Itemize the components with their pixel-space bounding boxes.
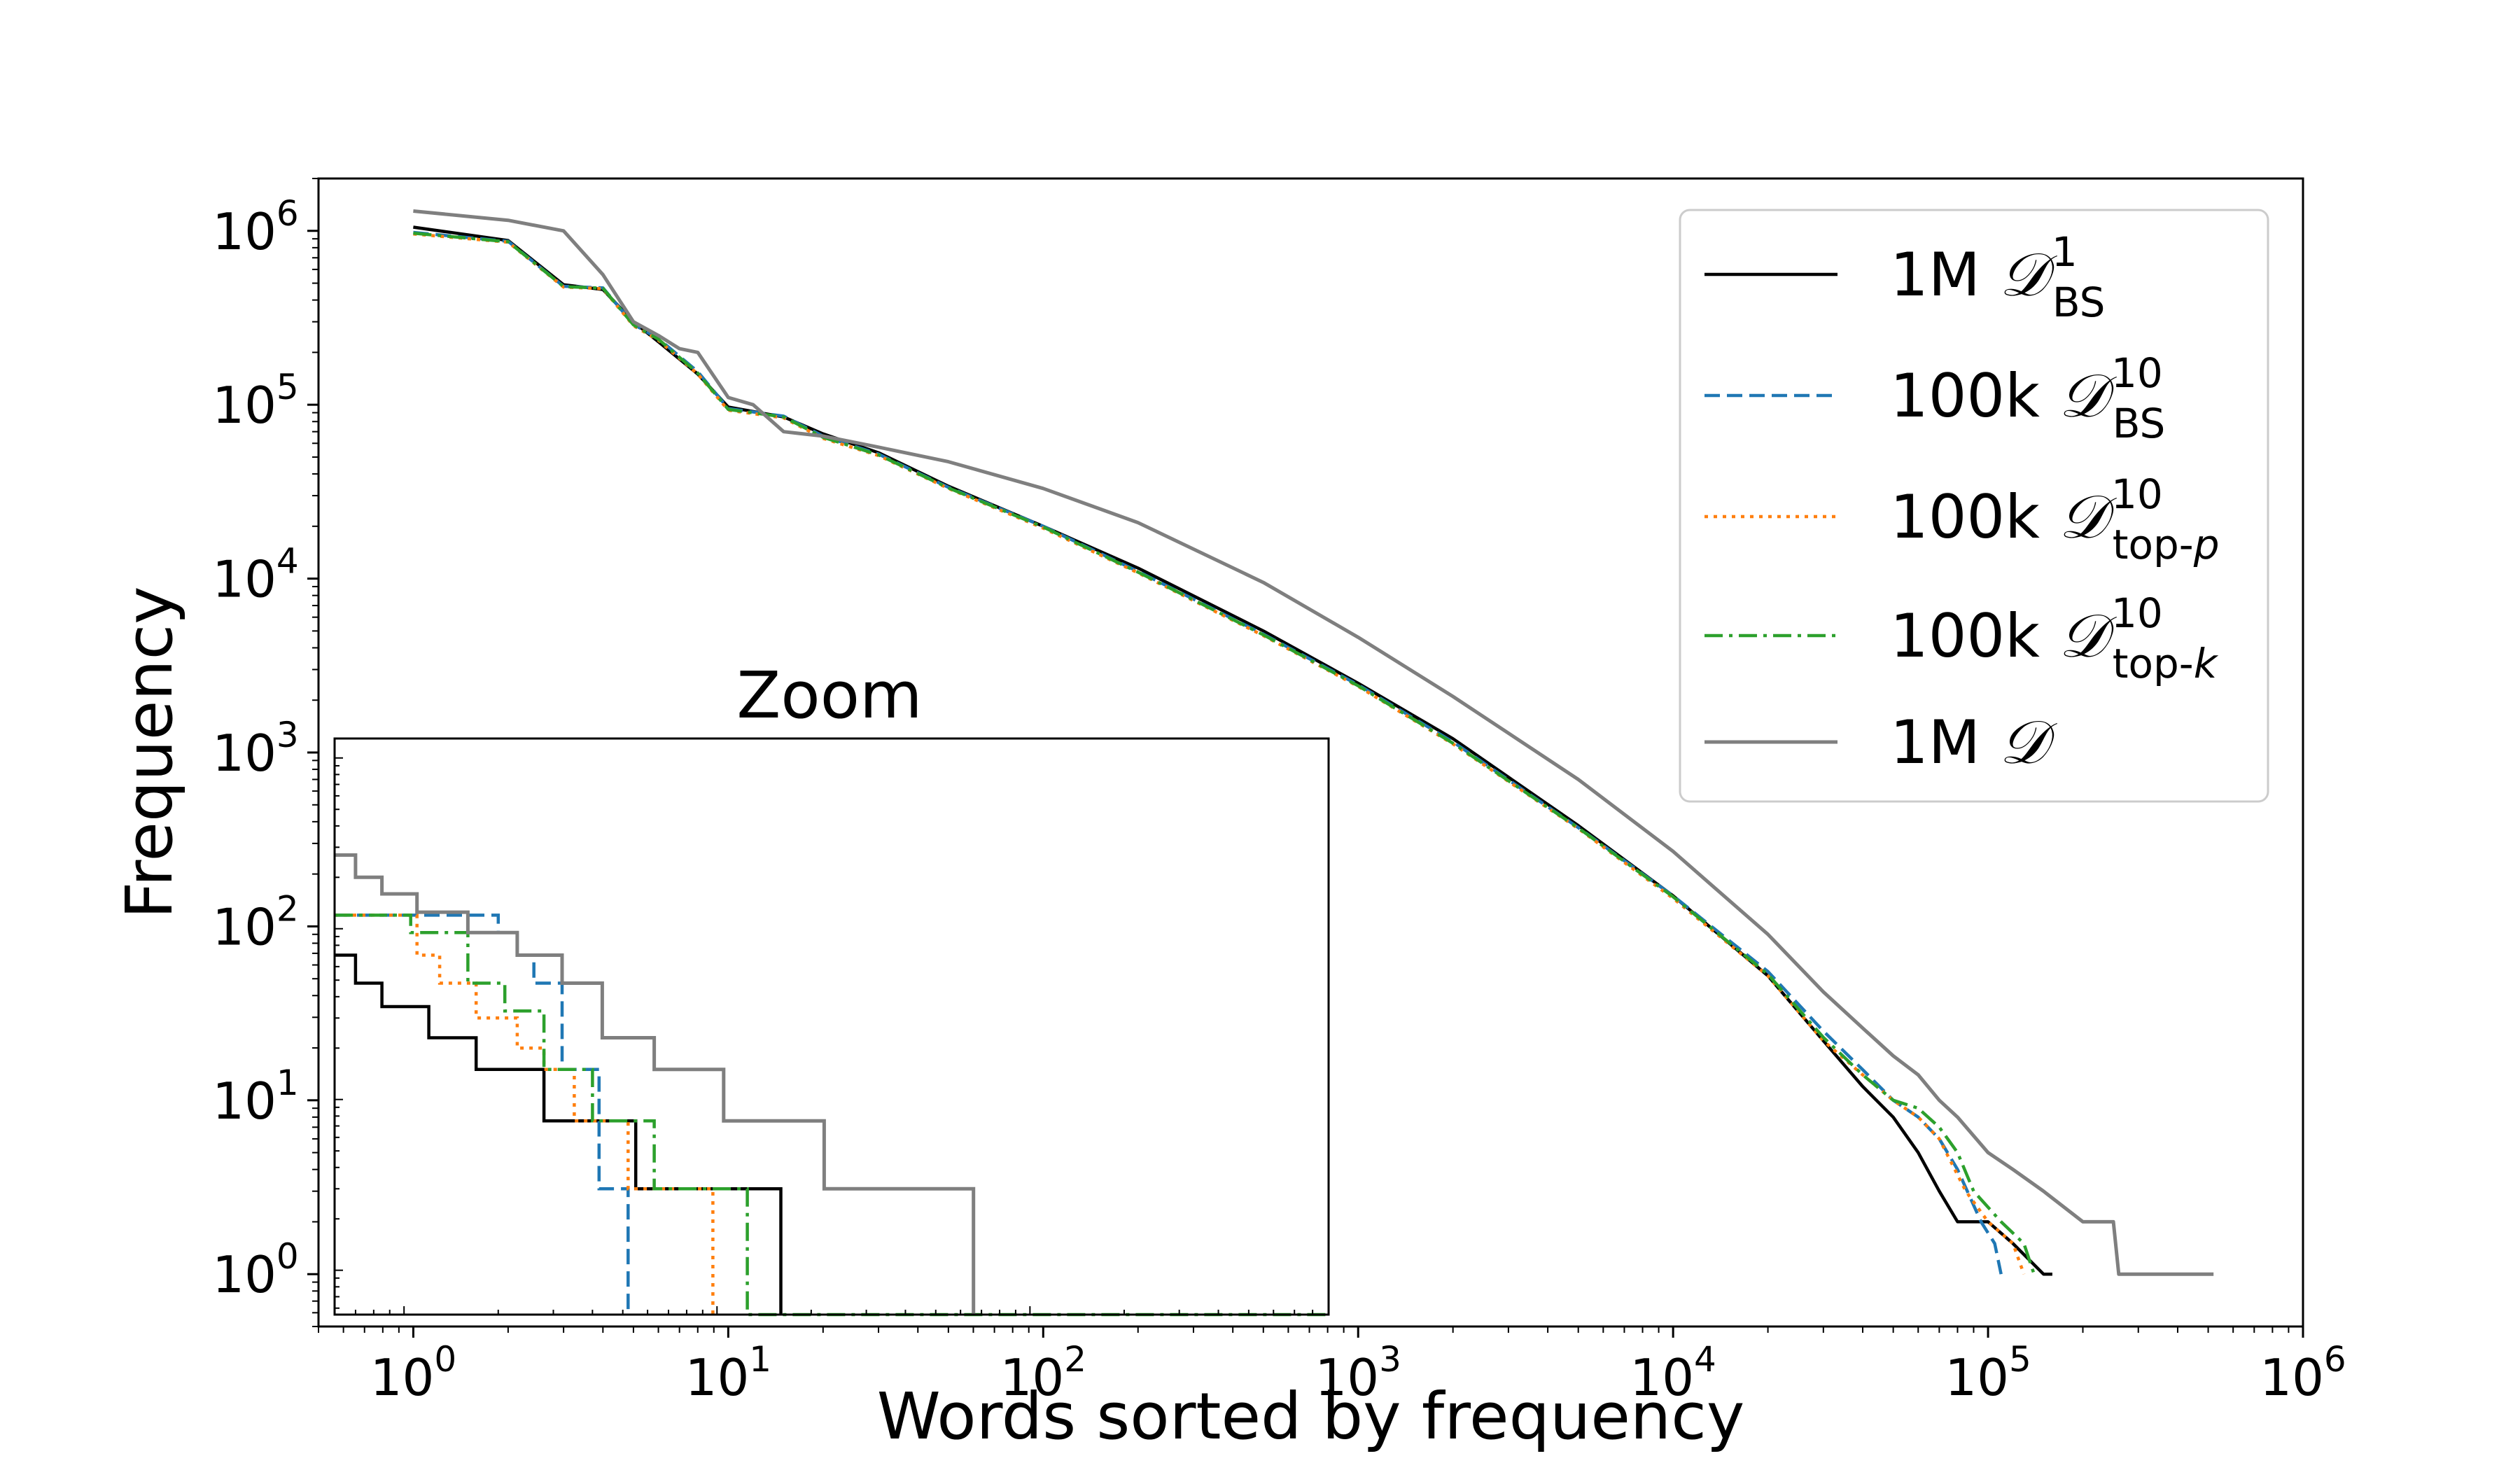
legend-label-topk: 100k 𝒟 10 top-k	[1890, 589, 2219, 687]
y-tick-label: 102	[212, 888, 298, 956]
legend-frame	[1679, 209, 2269, 803]
x-tick-label: 102	[1000, 1339, 1086, 1407]
x-tick-label: 100	[370, 1339, 456, 1407]
inset-series-line-d	[335, 853, 976, 1315]
inset-frame	[333, 737, 1330, 1316]
main-plot: 100 101 102 103 104 105 106 100 101 102 103 104 105 1…	[112, 177, 2346, 1454]
y-tick-label: 106	[212, 193, 298, 261]
x-tick-label: 106	[2260, 1339, 2346, 1407]
x-tick-label: 105	[1945, 1339, 2031, 1407]
y-tick-label: 101	[212, 1063, 298, 1130]
series-line-d	[413, 209, 2214, 1276]
inset-title: Zoom	[736, 658, 922, 733]
y-tick-label: 100	[212, 1236, 298, 1304]
legend-label-d: 1M 𝒟	[1890, 708, 2057, 778]
series-line-topk	[413, 231, 2036, 1275]
x-tick-label: 103	[1315, 1339, 1401, 1407]
inset-background	[335, 738, 1329, 1315]
inset-series-line-topp	[335, 913, 715, 1315]
y-tick-label: 104	[212, 541, 298, 609]
y-axis-label: Frequency	[112, 586, 187, 918]
y-tick-label: 105	[212, 367, 298, 435]
inset-series-line-topk	[335, 913, 1329, 1317]
x-tick-label: 101	[685, 1339, 771, 1407]
legend-label-topp: 100k 𝒟 10 top-p	[1890, 470, 2220, 568]
zoom-inset: Zoom	[333, 658, 1330, 1317]
inset-series-line-bs1	[335, 953, 783, 1315]
x-axis-label: Words sorted by frequency	[877, 1379, 1745, 1454]
x-tick-label: 104	[1630, 1339, 1716, 1407]
y-tick-label: 103	[212, 715, 298, 783]
